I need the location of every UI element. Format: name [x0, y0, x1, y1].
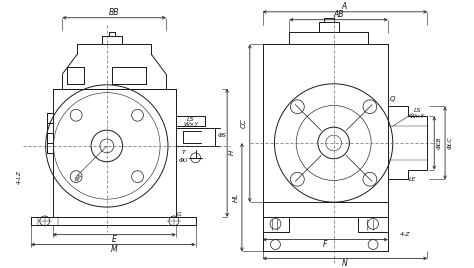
- Text: AB: AB: [333, 10, 344, 19]
- Text: A: A: [342, 2, 347, 12]
- Text: LS: LS: [414, 108, 421, 113]
- Text: CC: CC: [241, 118, 247, 128]
- Text: BB: BB: [109, 8, 119, 17]
- Text: N: N: [342, 259, 347, 268]
- Text: ΦA: ΦA: [74, 173, 84, 183]
- Text: E: E: [111, 235, 116, 244]
- Text: T: T: [182, 150, 186, 155]
- Text: ΦU: ΦU: [179, 158, 189, 163]
- Text: 4-LZ: 4-LZ: [17, 170, 22, 184]
- Text: Q: Q: [390, 96, 395, 102]
- Text: HL: HL: [233, 193, 239, 202]
- Text: LE: LE: [409, 177, 416, 182]
- Text: F: F: [323, 240, 327, 249]
- Text: ΦLB: ΦLB: [437, 137, 442, 149]
- Text: W×Y: W×Y: [183, 122, 198, 127]
- Text: LS: LS: [187, 117, 194, 122]
- Text: ΦLC: ΦLC: [447, 137, 453, 149]
- Text: 4-Z: 4-Z: [401, 232, 411, 237]
- Text: M: M: [110, 245, 117, 254]
- Text: ΦS: ΦS: [218, 133, 227, 137]
- Text: H: H: [229, 150, 235, 155]
- Text: W×Y: W×Y: [410, 114, 425, 119]
- Text: G: G: [176, 213, 181, 217]
